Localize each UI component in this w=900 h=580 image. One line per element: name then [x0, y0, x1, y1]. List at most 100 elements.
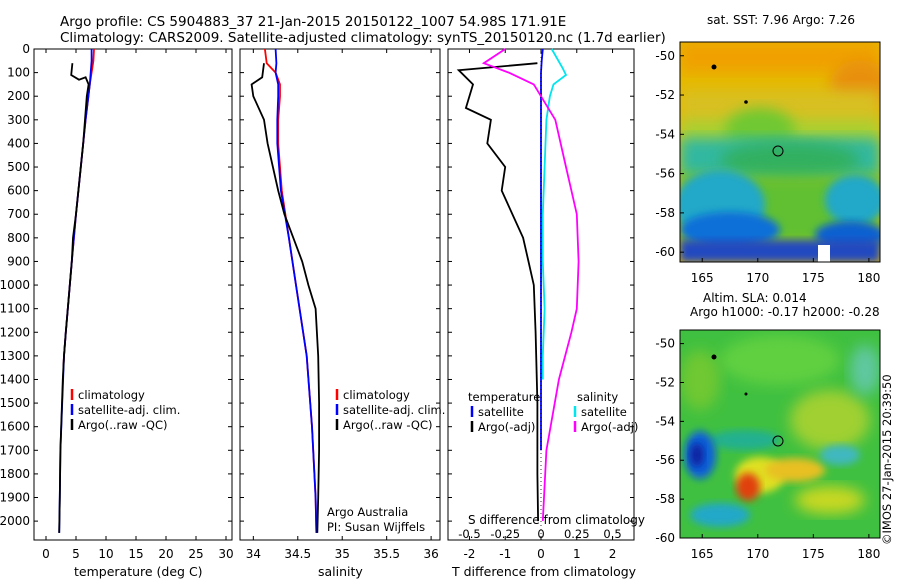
series-line-climatology: [62, 48, 95, 368]
x-tick-label: 36: [423, 547, 438, 561]
legend-label: climatology: [78, 388, 145, 402]
map-y-tick-label: -50: [655, 49, 675, 63]
x-tick-label: 34.5: [284, 547, 311, 561]
map-y-tick-label: -56: [655, 453, 675, 467]
x-tick-label: 20: [158, 547, 173, 561]
map-y-tick-label: -54: [655, 414, 675, 428]
series-line-salinity-argo-adj-: [481, 48, 580, 522]
depth-tick-label: 500: [7, 160, 30, 174]
difference-plot: -2 -1 0 1 2 -0.5 -0.25 0 0.25 0.5 temperature salin…: [448, 48, 638, 561]
s-diff-tick-label: 0: [537, 527, 544, 541]
series-line-argo-raw-qc-: [250, 63, 321, 533]
map-y-tick-label: -58: [655, 206, 675, 220]
depth-tick-label: 2000: [0, 514, 30, 528]
map-x-tick-label: 175: [802, 547, 825, 561]
x-tick-label: 15: [128, 547, 143, 561]
s-diff-tick-label: 0.25: [564, 527, 590, 541]
map-x-tick-label: 170: [746, 271, 769, 285]
series-line-temperature-argo-adj-: [456, 62, 539, 522]
map-x-tick-label: 165: [691, 547, 714, 561]
temperature-panel-frame: [33, 48, 233, 541]
sla-map-image: [680, 330, 880, 538]
legend-group-title: salinity: [577, 390, 618, 404]
x-tick-label: 35: [335, 547, 350, 561]
legend-label: satellite: [478, 405, 524, 419]
depth-tick-label: 100: [7, 66, 30, 80]
footer-credit: ©IMOS 27-Jan-2015 20:39:50: [880, 374, 894, 545]
depth-tick-label: 400: [7, 136, 30, 150]
depth-tick-label: 1700: [0, 443, 30, 457]
depth-tick-label: 1300: [0, 349, 30, 363]
x-tick-label: 2: [609, 547, 617, 561]
s-difference-axis-label: S difference from climatology: [468, 513, 645, 527]
legend-label: satellite-adj. clim.: [343, 403, 445, 417]
depth-tick-label: 1000: [0, 278, 30, 292]
map-y-tick-label: -58: [655, 492, 675, 506]
sst-argo-marker: [772, 145, 784, 157]
map-y-tick-label: -54: [655, 127, 675, 141]
map-y-tick-label: -60: [655, 531, 675, 545]
series-line-satellite-adj-clim-: [58, 49, 93, 533]
map-y-tick-label: -52: [655, 375, 675, 389]
header-line-2: Climatology: CARS2009. Satellite-adjuste…: [60, 30, 666, 46]
x-tick-label: -1: [499, 547, 511, 561]
temperature-axis-label: temperature (deg C): [74, 564, 203, 579]
x-tick-label: 34: [246, 547, 261, 561]
map-x-tick-label: 170: [746, 547, 769, 561]
map-x-tick-label: 175: [802, 271, 825, 285]
series-line-satellite-adj-clim-: [274, 48, 318, 533]
sla-map-axes: 165 170 175 180 -50 -52 -54 -56 -58 -60: [655, 337, 880, 561]
sla-map-frame: [679, 329, 881, 539]
t-difference-axis-label: T difference from climatology: [451, 564, 637, 579]
legend-group-title: temperature: [468, 390, 540, 404]
map-y-tick-label: -52: [655, 88, 675, 102]
depth-tick-label: 900: [7, 254, 30, 268]
s-diff-tick-label: -0.5: [458, 527, 480, 541]
x-tick-label: 0: [537, 547, 545, 561]
s-diff-tick-label: -0.25: [490, 527, 520, 541]
map-x-tick-label: 180: [857, 271, 880, 285]
depth-tick-label: 800: [7, 231, 30, 245]
depth-tick-label: 1900: [0, 491, 30, 505]
salinity-panel-frame: [239, 48, 441, 541]
sla-map-subtitle: Argo h1000: -0.17 h2000: -0.28: [690, 305, 880, 319]
legend-label: satellite-adj. clim.: [78, 403, 180, 417]
legend-label: Argo(-adj): [478, 420, 535, 434]
series-line-salinity-satellite: [541, 48, 568, 380]
salinity-axis-label: salinity: [318, 564, 363, 579]
map-x-tick-label: 165: [691, 271, 714, 285]
depth-tick-label: 700: [7, 207, 30, 221]
series-line-argo-raw-qc-: [58, 63, 90, 533]
legend-label: Argo(-adj): [581, 420, 638, 434]
depth-tick-label: 1500: [0, 396, 30, 410]
sst-map-frame: [679, 41, 881, 263]
x-tick-label: 35.5: [373, 547, 400, 561]
depth-tick-label: 0: [22, 42, 30, 56]
s-diff-tick-label: 0.5: [603, 527, 621, 541]
salinity-plot: 34 34.5 35 35.5 36 climatologysatellite-adj. …: [240, 48, 445, 561]
legend-label: Argo(..raw -QC): [343, 418, 433, 432]
depth-tick-label: 1400: [0, 372, 30, 386]
legend-label: climatology: [343, 388, 410, 402]
map-y-tick-label: -56: [655, 167, 675, 181]
series-line-climatology: [264, 48, 318, 533]
header-line-1: Argo profile: CS 5904883_37 21-Jan-2015 …: [60, 14, 566, 30]
x-tick-label: 10: [98, 547, 113, 561]
x-tick-label: 25: [188, 547, 203, 561]
sla-map-title: Altim. SLA: 0.014: [703, 291, 807, 305]
x-tick-label: 1: [573, 547, 581, 561]
depth-tick-label: 200: [7, 89, 30, 103]
series-line-temperature-satellite: [540, 48, 544, 451]
depth-tick-label: 1100: [0, 302, 30, 316]
depth-axis: 0 100 200 300 400 500 600 700 800 900 1000 1100 1200…: [0, 42, 30, 528]
sst-map-title: sat. SST: 7.96 Argo: 7.26: [707, 13, 855, 27]
x-tick-label: 5: [72, 547, 80, 561]
x-tick-label: 30: [218, 547, 233, 561]
map-y-tick-label: -60: [655, 245, 675, 259]
depth-tick-label: 1600: [0, 420, 30, 434]
depth-tick-label: 600: [7, 184, 30, 198]
x-tick-label: -2: [463, 547, 475, 561]
depth-tick-label: 1800: [0, 467, 30, 481]
sst-map-image: [680, 42, 880, 262]
